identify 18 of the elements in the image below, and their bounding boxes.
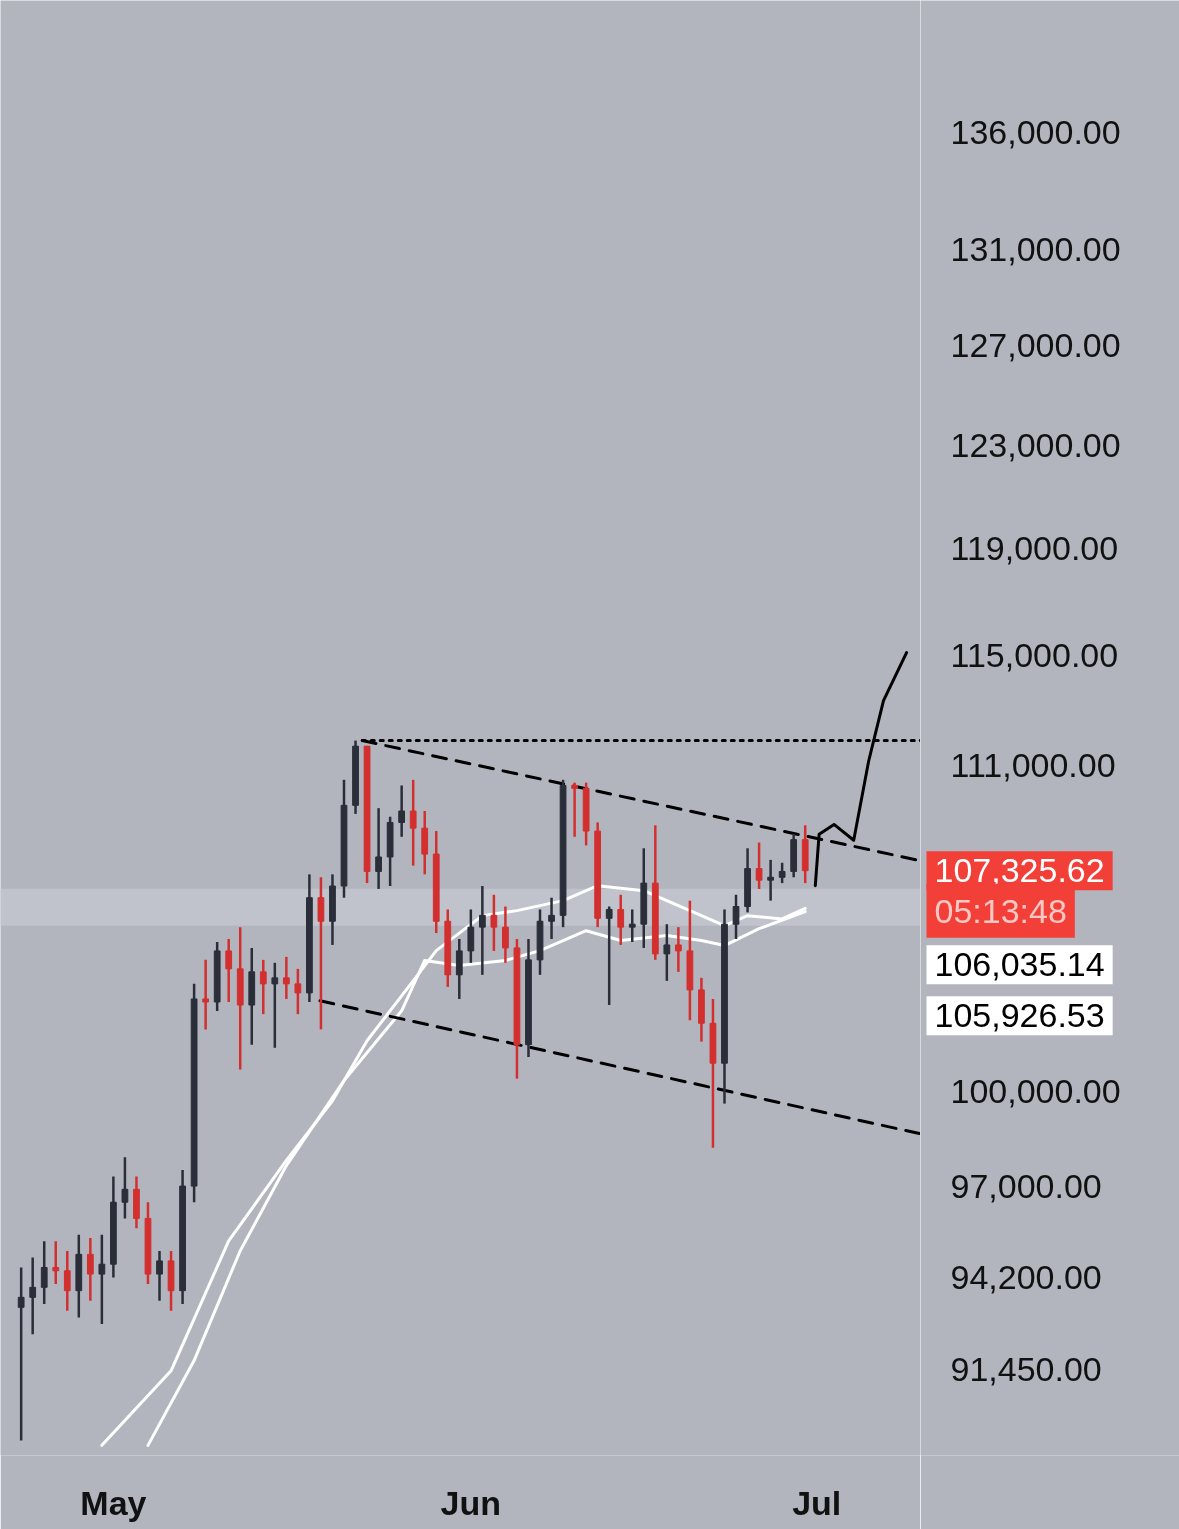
y-tick-label: 94,200.00	[950, 1257, 1102, 1296]
y-tick-label: 111,000.00	[950, 746, 1116, 785]
y-tick-label: 131,000.00	[950, 229, 1121, 268]
text: 105,926.53	[934, 996, 1105, 1035]
y-tick-label: 123,000.00	[950, 426, 1121, 465]
x-tick-label: May	[80, 1483, 147, 1522]
y-tick-label: 100,000.00	[950, 1071, 1121, 1110]
text: 106,035.14	[934, 945, 1105, 984]
y-tick-label: 91,450.00	[950, 1350, 1102, 1389]
x-tick-label: Jul	[792, 1483, 842, 1522]
y-tick-label: 136,000.00	[950, 112, 1121, 151]
text: 05:13:48	[934, 891, 1067, 930]
text: 107,325.62	[934, 851, 1105, 890]
y-tick-label: 119,000.00	[950, 529, 1119, 568]
y-tick-label: 115,000.00	[950, 635, 1119, 674]
x-tick-label: Jun	[440, 1483, 502, 1522]
y-tick-label: 127,000.00	[950, 326, 1121, 365]
y-tick-label: 97,000.00	[950, 1166, 1102, 1205]
